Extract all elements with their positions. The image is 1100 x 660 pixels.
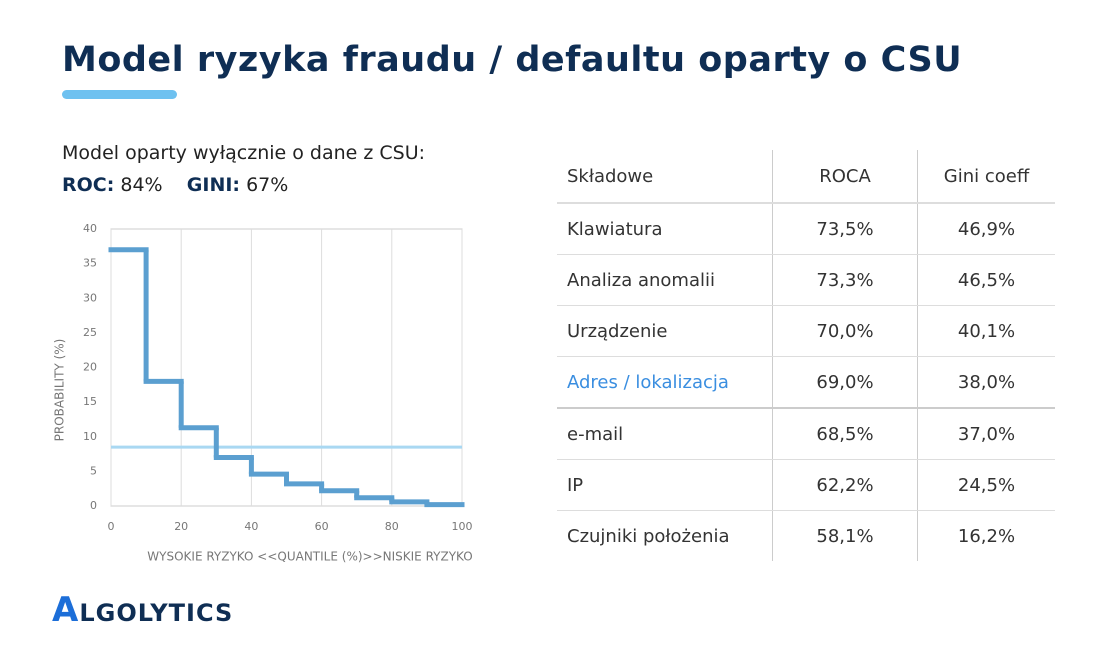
y-tick-label: 25 xyxy=(83,326,97,339)
table-cell: 73,5% xyxy=(772,203,918,255)
y-tick-label: 5 xyxy=(90,464,97,477)
x-tick-label: 0 xyxy=(108,520,115,533)
table-cell: 46,5% xyxy=(917,254,1055,306)
table-cell: 70,0% xyxy=(772,305,918,357)
table-row: e-mail 68,5% 37,0% xyxy=(557,408,1055,460)
table-cell: 46,9% xyxy=(917,203,1055,255)
table-cell: Adres / lokalizacja xyxy=(557,356,773,409)
plot-frame xyxy=(110,228,463,507)
summary-text: Model oparty wyłącznie o dane z CSU: xyxy=(62,142,426,164)
y-tick-label: 15 xyxy=(83,395,97,408)
table-cell: 40,1% xyxy=(917,305,1055,357)
table-cell: IP xyxy=(557,459,773,511)
x-tick-label: 60 xyxy=(315,520,329,533)
gini-label: GINI: xyxy=(186,174,241,196)
table-cell: 62,2% xyxy=(772,459,918,511)
table-cell: 58,1% xyxy=(772,510,918,561)
table-row: Adres / lokalizacja 69,0% 38,0% xyxy=(557,356,1055,409)
header-cell: ROCA xyxy=(772,150,918,204)
y-tick-label: 35 xyxy=(83,257,97,270)
table-cell: 38,0% xyxy=(917,356,1055,409)
y-tick-label: 20 xyxy=(83,361,97,374)
table-cell: Czujniki położenia xyxy=(567,525,730,547)
table-cell: 37,0% xyxy=(917,408,1055,460)
table-cell: 68,5% xyxy=(772,408,918,460)
header-cell: Gini coeff xyxy=(917,150,1055,204)
title: Model ryzyka fraudu / defaultu oparty o … xyxy=(62,40,963,80)
y-tick-label: 0 xyxy=(90,499,97,512)
table-row: Klawiatura 73,5% 46,9% xyxy=(557,203,1055,255)
table-cell: 16,2% xyxy=(957,525,1016,547)
x-tick-label: 20 xyxy=(174,520,188,533)
table-row: Czujniki położenia 58,1% 16,2% xyxy=(557,510,1055,561)
roc-label: ROC: xyxy=(62,174,115,196)
summary-metrics: ROC: 84% GINI: 67% xyxy=(62,174,288,196)
metrics-table: Składowe ROCA Gini coeff Klawiatura 73,5% 46,… xyxy=(557,150,1055,561)
y-tick-label: 30 xyxy=(83,291,97,304)
gini-value: 67% xyxy=(246,174,289,196)
title-underline xyxy=(62,90,177,99)
table-cell: Klawiatura xyxy=(557,203,773,255)
table-cell: 69,0% xyxy=(772,356,918,409)
table-row: IP 62,2% 24,5% xyxy=(557,459,1055,511)
table-row: Urządzenie 70,0% 40,1% xyxy=(557,305,1055,357)
y-tick-label: 10 xyxy=(83,430,97,443)
table-cell: 73,3% xyxy=(772,254,918,306)
table-cell: 24,5% xyxy=(917,459,1055,511)
table-row: Analiza anomalii 73,3% 46,5% xyxy=(557,254,1055,306)
table-cell: Urządzenie xyxy=(557,305,773,357)
x-axis-label: WYSOKIE RYZYKO <<QUANTILE (%)>>NISKIE RY… xyxy=(147,550,472,564)
x-tick-label: 80 xyxy=(385,520,399,533)
logo: ALGOLYTICS xyxy=(52,590,234,630)
table-cell: Analiza anomalii xyxy=(557,254,773,306)
y-axis-label: PROBABILITY (%) xyxy=(53,339,67,442)
header-row: Składowe ROCA Gini coeff xyxy=(557,150,1055,204)
y-tick-label: 40 xyxy=(83,222,97,235)
x-tick-label: 100 xyxy=(452,520,473,533)
x-tick-label: 40 xyxy=(244,520,258,533)
table-cell: e-mail xyxy=(557,408,773,460)
chart: 0 20 40 60 80 100 0 5 10 15 20 25 30 35 40 WYSOKIE RYZY… xyxy=(53,222,473,564)
roc-value: 84% xyxy=(120,174,163,196)
header-cell: Składowe xyxy=(557,150,773,204)
